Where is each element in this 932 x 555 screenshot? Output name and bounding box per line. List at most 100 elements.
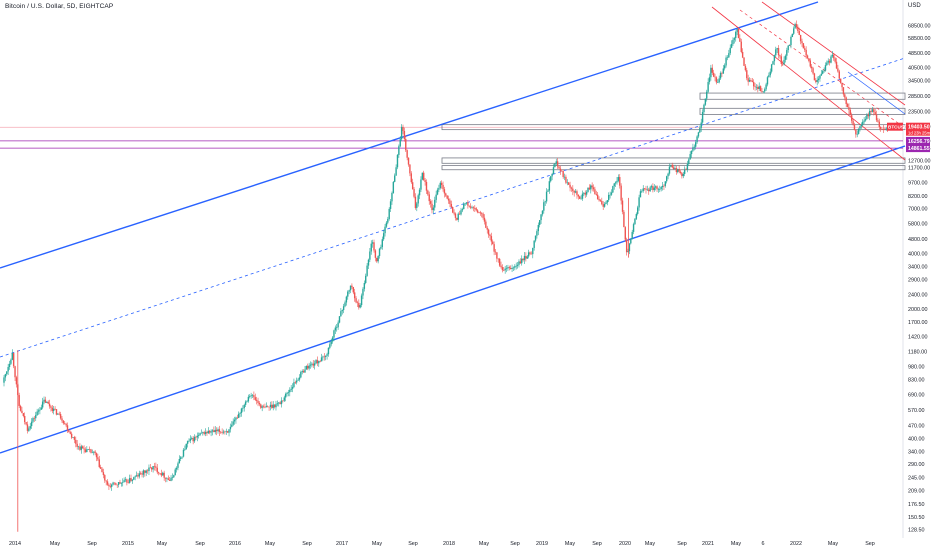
- candle-body: [677, 168, 679, 172]
- candle-body: [650, 186, 653, 188]
- candle-body: [326, 354, 328, 356]
- candle-body: [812, 68, 814, 74]
- candle-body: [151, 467, 153, 470]
- candle-body: [376, 257, 378, 262]
- candle-body: [675, 168, 678, 172]
- candle-body: [648, 189, 650, 192]
- candle-body: [167, 478, 169, 480]
- candle-body: [732, 39, 734, 45]
- candle-body: [696, 136, 698, 143]
- y-tick-label: 4000.00: [908, 251, 928, 257]
- candle-body: [679, 171, 682, 174]
- y-tick-label: 34500.00: [908, 78, 930, 84]
- x-tick-label: May: [645, 541, 655, 547]
- candle-body: [878, 121, 881, 127]
- candle-body: [36, 411, 38, 416]
- y-tick-label: 176.50: [908, 502, 925, 508]
- candle-body: [81, 446, 84, 449]
- candle-body: [612, 186, 614, 193]
- candle-body: [450, 203, 453, 208]
- candle-body: [838, 71, 840, 79]
- candle-body: [316, 360, 319, 364]
- candle-body: [471, 207, 473, 208]
- candle-body: [823, 70, 825, 72]
- symbol-tag-box: [887, 122, 903, 131]
- candle-body: [301, 371, 303, 373]
- candle-body: [737, 29, 740, 39]
- candle-body: [427, 190, 429, 195]
- candle-body: [80, 446, 83, 450]
- candle-body: [761, 91, 763, 92]
- candle-body: [639, 191, 642, 198]
- candle-body: [663, 185, 665, 187]
- candle-body: [33, 418, 36, 419]
- candle-body: [764, 89, 766, 92]
- candle-body: [827, 60, 829, 63]
- candle-body: [371, 242, 374, 244]
- candle-body: [806, 55, 809, 59]
- candle-body: [157, 472, 160, 474]
- candle-body: [472, 207, 475, 209]
- candle-body: [247, 396, 250, 402]
- y-tick-label: 570.00: [908, 408, 925, 414]
- candle-body: [398, 146, 400, 155]
- candle-body: [139, 473, 142, 474]
- candle-body: [389, 201, 392, 209]
- candle-body: [809, 61, 811, 67]
- candle-body: [819, 75, 821, 79]
- candle-body: [209, 430, 211, 433]
- candle-body: [674, 168, 676, 170]
- candle-body: [102, 472, 105, 476]
- y-tick-label: 209.00: [908, 488, 925, 494]
- candle-body: [833, 54, 835, 59]
- candle-body: [815, 80, 817, 82]
- candle-body: [846, 104, 849, 108]
- candle-body: [467, 202, 469, 206]
- candle-body: [251, 395, 254, 396]
- candle-body: [882, 128, 885, 130]
- candle-body: [439, 182, 441, 189]
- y-tick-label: 11700.00: [908, 165, 930, 171]
- candle-body: [530, 253, 533, 255]
- candle-body: [780, 56, 782, 64]
- candle-body: [323, 356, 326, 358]
- candle-body: [637, 207, 639, 214]
- candle-body: [751, 80, 754, 82]
- candle-body: [554, 163, 556, 168]
- candle-body: [300, 372, 302, 378]
- candle-body: [3, 377, 5, 383]
- candle-body: [246, 401, 248, 402]
- candle-body: [181, 456, 183, 458]
- y-tick-label: 245.00: [908, 476, 925, 482]
- zone-12700: [441, 157, 906, 164]
- candle-body: [47, 401, 49, 404]
- candle-body: [750, 80, 752, 81]
- candle-body: [304, 369, 306, 373]
- candle-body: [68, 430, 70, 433]
- candle-body: [721, 72, 723, 74]
- candle-body: [284, 393, 287, 398]
- candle-body: [558, 166, 560, 169]
- candle-body: [442, 184, 444, 190]
- candle-body: [53, 408, 55, 411]
- candle-body: [289, 389, 291, 393]
- candle-body: [416, 203, 418, 208]
- candle-body: [61, 418, 63, 421]
- candle-body: [10, 359, 12, 364]
- candle-body: [762, 91, 765, 93]
- countdown-label: 1d 23h 25m: [908, 131, 931, 136]
- candle-body: [142, 470, 145, 475]
- candle-body: [544, 201, 546, 203]
- candle-body: [599, 200, 602, 201]
- candle-body: [849, 109, 852, 116]
- candle-body: [741, 51, 744, 58]
- candle-body: [747, 78, 749, 82]
- candle-body: [507, 267, 509, 269]
- x-tick-label: 2017: [336, 541, 348, 547]
- candle-body: [868, 110, 871, 117]
- x-tick-label: May: [157, 541, 167, 547]
- candle-body: [30, 421, 33, 427]
- candle-body: [692, 147, 694, 151]
- candle-body: [552, 167, 555, 174]
